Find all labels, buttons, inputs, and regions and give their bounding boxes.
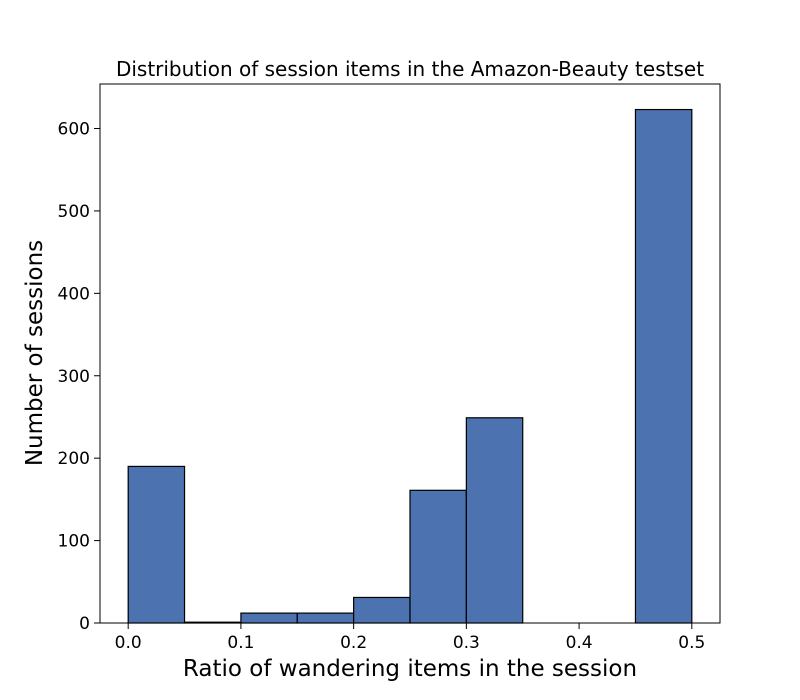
y-tick-label: 100 bbox=[58, 532, 90, 552]
x-axis-ticks: 0.0 0.1 0.2 0.3 0.4 0.5 bbox=[115, 623, 705, 653]
histogram-bar-4 bbox=[353, 596, 411, 624]
y-tick-label: 300 bbox=[58, 367, 90, 387]
x-tick-label: 0.0 bbox=[115, 633, 142, 653]
y-tick-label: 0 bbox=[79, 614, 90, 634]
histogram-bar-3 bbox=[296, 612, 355, 624]
y-tick-label: 200 bbox=[58, 449, 90, 469]
plot-frame bbox=[99, 83, 721, 624]
x-tick-label: 0.5 bbox=[678, 633, 705, 653]
histogram-bar-6 bbox=[465, 417, 524, 624]
x-tick-label: 0.1 bbox=[227, 633, 254, 653]
y-tick-label: 600 bbox=[58, 120, 90, 140]
y-tick-label: 400 bbox=[58, 284, 90, 304]
histogram-bar-9 bbox=[634, 108, 693, 624]
histogram-bar-5 bbox=[409, 489, 467, 624]
y-axis-ticks: 0 100 200 300 400 500 600 bbox=[58, 120, 100, 634]
bars-group bbox=[127, 108, 693, 624]
x-axis-label: Ratio of wandering items in the session bbox=[183, 656, 637, 682]
chart-title: Distribution of session items in the Ama… bbox=[116, 57, 704, 81]
y-tick-label: 500 bbox=[58, 202, 90, 222]
x-tick-label: 0.3 bbox=[453, 633, 480, 653]
y-axis-label: Number of sessions bbox=[22, 240, 48, 466]
histogram-bar-2 bbox=[240, 612, 298, 624]
x-tick-label: 0.4 bbox=[566, 633, 593, 653]
x-tick-label: 0.2 bbox=[340, 633, 367, 653]
histogram-bar-0 bbox=[127, 465, 186, 624]
